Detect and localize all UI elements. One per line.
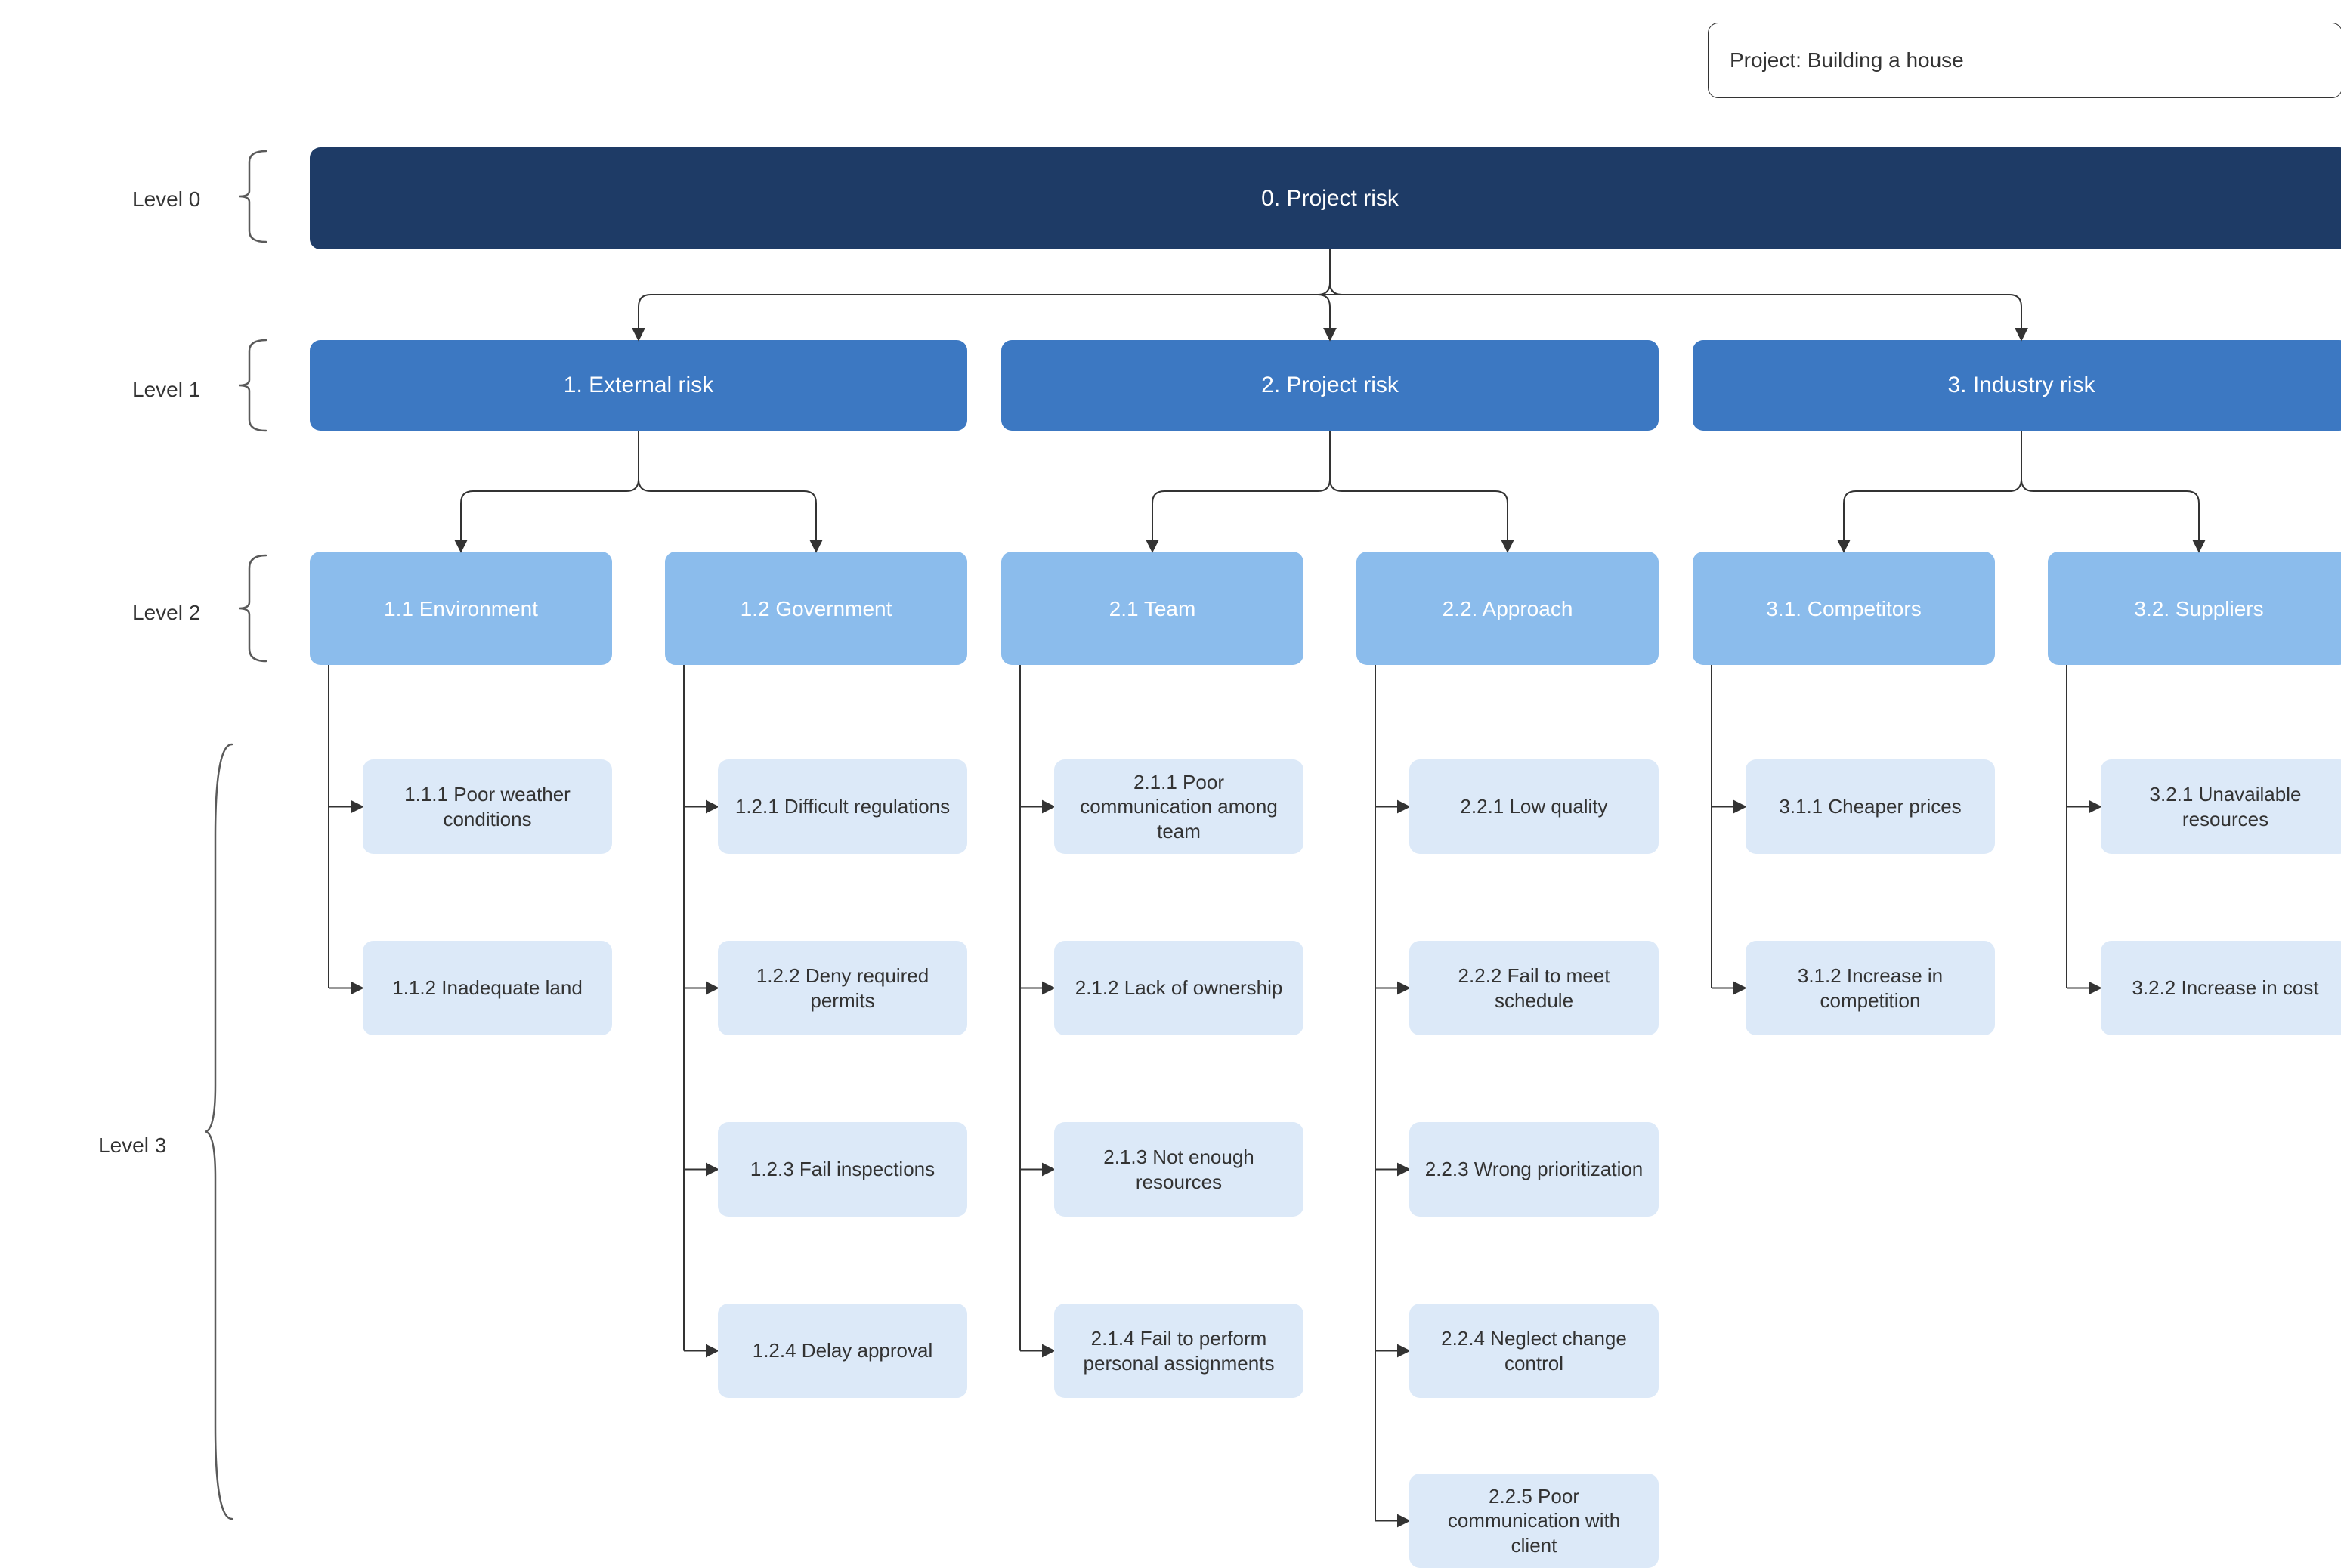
level-1-label: Level 1 — [132, 378, 200, 402]
leaf-label: 2.1.4 Fail to perform personal assignmen… — [1068, 1326, 1290, 1375]
node-n31-label: 3.1. Competitors — [1766, 595, 1921, 622]
node-c12-2: 1.2.3 Fail inspections — [718, 1122, 967, 1217]
node-root-label: 0. Project risk — [1261, 184, 1399, 213]
project-title-label: Project: Building a house — [1730, 48, 1964, 73]
node-root: 0. Project risk — [310, 147, 2341, 249]
leaf-label: 1.1.1 Poor weather conditions — [376, 782, 598, 831]
node-c22-1: 2.2.2 Fail to meet schedule — [1409, 941, 1659, 1035]
node-c12-3: 1.2.4 Delay approval — [718, 1304, 967, 1398]
node-n1-label: 1. External risk — [564, 371, 713, 400]
leaf-label: 3.2.2 Increase in cost — [2132, 976, 2318, 1000]
leaf-label: 2.2.4 Neglect change control — [1423, 1326, 1645, 1375]
node-c31-0: 3.1.1 Cheaper prices — [1746, 759, 1995, 854]
node-c31-1: 3.1.2 Increase in competition — [1746, 941, 1995, 1035]
node-n1: 1. External risk — [310, 340, 967, 431]
node-n3: 3. Industry risk — [1693, 340, 2341, 431]
risk-breakdown-diagram: Project: Building a house Level 0 Level … — [0, 0, 2341, 1566]
leaf-label: 3.1.1 Cheaper prices — [1779, 794, 1961, 819]
project-title-box: Project: Building a house — [1708, 23, 2341, 98]
node-n22-label: 2.2. Approach — [1443, 595, 1573, 622]
level-2-label: Level 2 — [132, 601, 200, 625]
node-n31: 3.1. Competitors — [1693, 552, 1995, 665]
node-c32-1: 3.2.2 Increase in cost — [2101, 941, 2341, 1035]
leaf-label: 2.2.1 Low quality — [1460, 794, 1607, 819]
node-c21-0: 2.1.1 Poor communication among team — [1054, 759, 1303, 854]
node-n12-label: 1.2 Government — [741, 595, 892, 622]
node-c22-2: 2.2.3 Wrong prioritization — [1409, 1122, 1659, 1217]
node-n21-label: 2.1 Team — [1109, 595, 1196, 622]
node-c11-1: 1.1.2 Inadequate land — [363, 941, 612, 1035]
leaf-label: 2.2.2 Fail to meet schedule — [1423, 963, 1645, 1013]
node-c32-0: 3.2.1 Unavailable resources — [2101, 759, 2341, 854]
leaf-label: 2.1.2 Lack of ownership — [1075, 976, 1283, 1000]
node-c22-0: 2.2.1 Low quality — [1409, 759, 1659, 854]
node-n2-label: 2. Project risk — [1261, 371, 1399, 400]
node-n22: 2.2. Approach — [1356, 552, 1659, 665]
node-c21-2: 2.1.3 Not enough resources — [1054, 1122, 1303, 1217]
leaf-label: 2.2.3 Wrong prioritization — [1425, 1157, 1644, 1182]
leaf-label: 1.2.4 Delay approval — [753, 1338, 932, 1363]
leaf-label: 2.1.1 Poor communication among team — [1068, 770, 1290, 844]
node-c12-1: 1.2.2 Deny required permits — [718, 941, 967, 1035]
node-c21-1: 2.1.2 Lack of ownership — [1054, 941, 1303, 1035]
leaf-label: 2.2.5 Poor communication with client — [1423, 1484, 1645, 1558]
leaf-label: 2.1.3 Not enough resources — [1068, 1145, 1290, 1194]
leaf-label: 1.2.3 Fail inspections — [750, 1157, 935, 1182]
node-c12-0: 1.2.1 Difficult regulations — [718, 759, 967, 854]
node-n12: 1.2 Government — [665, 552, 967, 665]
node-n32-label: 3.2. Suppliers — [2134, 595, 2263, 622]
level-3-label: Level 3 — [98, 1133, 166, 1158]
node-c22-3: 2.2.4 Neglect change control — [1409, 1304, 1659, 1398]
node-n21: 2.1 Team — [1001, 552, 1303, 665]
leaf-label: 3.2.1 Unavailable resources — [2114, 782, 2336, 831]
node-c11-0: 1.1.1 Poor weather conditions — [363, 759, 612, 854]
node-c21-3: 2.1.4 Fail to perform personal assignmen… — [1054, 1304, 1303, 1398]
node-n11: 1.1 Environment — [310, 552, 612, 665]
node-n11-label: 1.1 Environment — [384, 595, 538, 622]
node-n32: 3.2. Suppliers — [2048, 552, 2341, 665]
node-c22-4: 2.2.5 Poor communication with client — [1409, 1474, 1659, 1568]
leaf-label: 1.2.1 Difficult regulations — [735, 794, 950, 819]
node-n2: 2. Project risk — [1001, 340, 1659, 431]
node-n3-label: 3. Industry risk — [1947, 371, 2095, 400]
level-0-label: Level 0 — [132, 187, 200, 212]
leaf-label: 1.1.2 Inadequate land — [392, 976, 583, 1000]
leaf-label: 3.1.2 Increase in competition — [1759, 963, 1981, 1013]
leaf-label: 1.2.2 Deny required permits — [731, 963, 954, 1013]
